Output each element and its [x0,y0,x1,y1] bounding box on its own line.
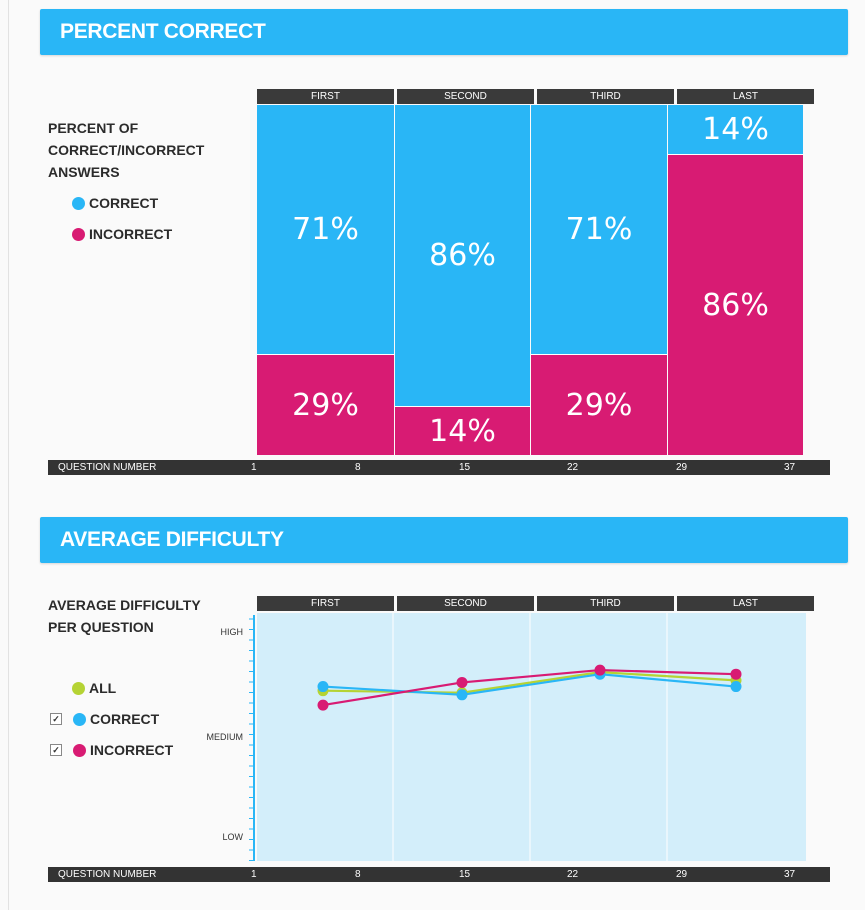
incorrect-checkbox[interactable]: ✓ [50,744,62,756]
bar-correct-second: 86% [395,105,530,406]
line-tab-last: LAST [677,596,814,611]
bar-incorrect-second: 14% [395,406,530,455]
legend-incorrect: INCORRECT [72,225,172,243]
bar-x-tick: 8 [355,462,361,473]
line-x-tick: 15 [459,869,471,880]
line-x-tick: 1 [251,869,257,880]
bar-tab-first: FIRST [257,89,394,104]
bar-x-tick: 29 [676,462,688,473]
bar-x-tick: 1 [251,462,257,473]
legend-all-label: ALL [89,680,117,696]
difficulty-side-label: AVERAGE DIFFICULTY PER QUESTION [48,597,201,635]
legend-incorrect-toggle[interactable]: ✓ INCORRECT [50,741,173,759]
line-x-axis-label: QUESTION NUMBER [58,869,157,880]
point-incorrect-second [456,676,468,688]
all-dot-icon [72,681,85,695]
bar-x-tick: 22 [567,462,579,473]
point-incorrect-first [317,699,329,711]
incorrect-dot-icon [72,227,85,241]
point-correct-first [317,681,329,693]
correct-checkbox[interactable]: ✓ [50,713,62,725]
point-correct-second [456,689,468,701]
point-incorrect-third [594,664,606,676]
percent-correct-header: PERCENT CORRECT [40,9,848,55]
bar-correct-third: 71% [531,105,667,354]
series-line-incorrect [322,668,737,707]
average-difficulty-title: AVERAGE DIFFICULTY [60,528,284,551]
difficulty-line-chart: HIGH MEDIUM LOW [207,613,806,861]
line-x-tick: 8 [355,869,361,880]
bar-x-tick: 37 [784,462,796,473]
bar-tab-second: SECOND [397,89,534,104]
legend-incorrect-label: INCORRECT [90,742,174,758]
percent-side-label: PERCENT OF CORRECT/INCORRECT ANSWERS [48,120,205,180]
y-tick-label: MEDIUM [207,732,244,742]
legend-all: ALL [72,679,116,697]
line-tab-second: SECOND [397,596,534,611]
line-x-tick: 29 [676,869,688,880]
left-rule [8,0,9,910]
legend-incorrect-label: INCORRECT [89,226,173,242]
y-tick-label: HIGH [221,627,244,637]
line-tab-third: THIRD [537,596,674,611]
bar-correct-first: 71% [257,105,394,354]
y-tick-label: LOW [222,832,243,842]
point-correct-last [730,681,742,693]
bar-x-axis: QUESTION NUMBER 1 8 15 22 29 37 [48,460,830,475]
legend-correct: CORRECT [72,194,158,212]
line-x-axis: QUESTION NUMBER 1 8 15 22 29 37 [48,867,830,882]
line-tab-first: FIRST [257,596,394,611]
correct-dot-icon [73,712,86,726]
average-difficulty-header: AVERAGE DIFFICULTY [40,517,848,563]
bar-correct-last: 14% [668,105,803,154]
legend-correct-toggle[interactable]: ✓ CORRECT [50,710,159,728]
legend-correct-label: CORRECT [90,711,160,727]
percent-correct-title: PERCENT CORRECT [60,20,266,43]
bar-x-tick: 15 [459,462,471,473]
bar-incorrect-third: 29% [531,354,667,455]
correct-dot-icon [72,196,85,210]
line-x-tick: 37 [784,869,796,880]
incorrect-dot-icon [73,743,86,757]
line-x-tick: 22 [567,869,579,880]
point-incorrect-last [730,668,742,680]
bar-incorrect-first: 29% [257,354,394,455]
bar-tab-last: LAST [677,89,814,104]
legend-correct-label: CORRECT [89,195,159,211]
bar-x-axis-label: QUESTION NUMBER [58,462,157,473]
series-line-correct [322,673,737,696]
bar-incorrect-last: 86% [668,154,803,455]
plot-background [257,613,806,861]
bar-tab-third: THIRD [537,89,674,104]
